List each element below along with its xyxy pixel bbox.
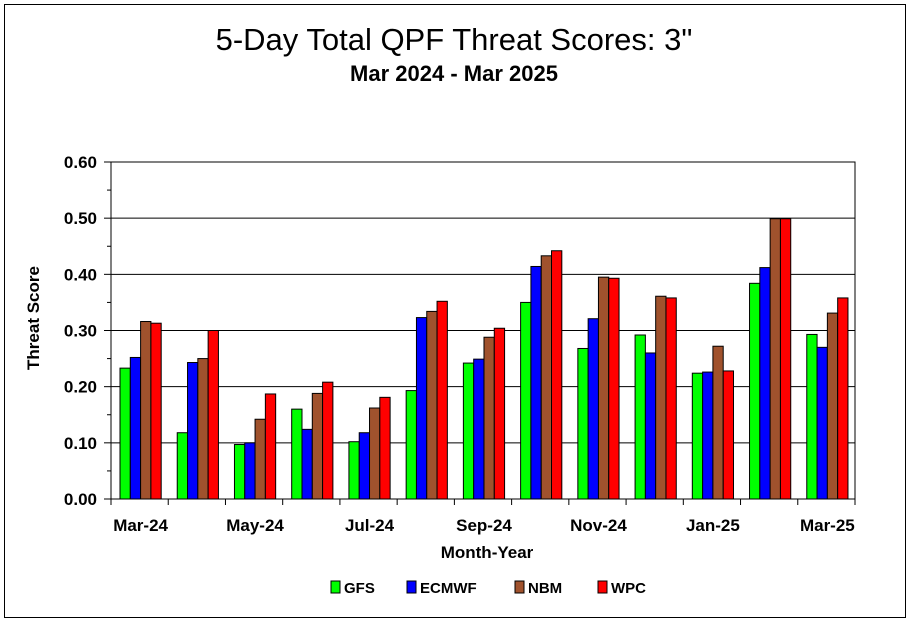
bar-ecmwf-may-24 xyxy=(244,442,256,500)
bar-ecmwf-sep-24 xyxy=(473,358,485,500)
bar-wpc-jun-24 xyxy=(322,381,334,500)
y-tick-label: 0.30 xyxy=(64,322,97,341)
bar-gfs-may-24 xyxy=(233,444,246,500)
bar-wpc-apr-24 xyxy=(207,330,219,500)
bar-gfs-jul-24 xyxy=(348,441,360,500)
legend-label-nbm: NBM xyxy=(528,580,562,597)
bar-ecmwf-aug-24 xyxy=(415,317,428,500)
x-axis-label: Month-Year xyxy=(441,543,534,562)
bar-wpc-feb-25 xyxy=(779,218,792,500)
bar-gfs-nov-24 xyxy=(577,347,589,500)
chart-title: 5-Day Total QPF Threat Scores: 3" xyxy=(216,22,693,57)
legend: GFS ECMWF NBM WPC xyxy=(330,580,646,597)
y-tick-label: 0.20 xyxy=(64,378,97,397)
bar-ecmwf-oct-24 xyxy=(530,265,542,500)
bar-ecmwf-nov-24 xyxy=(587,318,599,500)
x-tick-label: Jul-24 xyxy=(345,516,395,535)
legend-label-ecmwf: ECMWF xyxy=(420,580,477,597)
bar-nbm-oct-24 xyxy=(540,255,553,500)
bar-nbm-dec-24 xyxy=(655,295,667,500)
bar-nbm-mar-25 xyxy=(826,312,839,500)
bar-wpc-may-24 xyxy=(264,393,277,500)
bar-wpc-jan-25 xyxy=(722,370,735,500)
bar-wpc-aug-24 xyxy=(436,300,448,500)
chart-subtitle: Mar 2024 - Mar 2025 xyxy=(350,61,558,86)
bar-nbm-feb-25 xyxy=(769,218,781,500)
bar-wpc-mar-25 xyxy=(837,297,849,500)
bar-nbm-jul-24 xyxy=(369,407,381,500)
y-axis-label: Threat Score xyxy=(24,266,43,370)
bar-wpc-oct-24 xyxy=(551,250,563,500)
bar-ecmwf-dec-24 xyxy=(644,352,657,500)
bar-ecmwf-jan-25 xyxy=(702,371,714,500)
y-tick-label: 0.10 xyxy=(64,434,97,453)
bar-gfs-jan-25 xyxy=(691,372,704,500)
bar-gfs-apr-24 xyxy=(176,432,189,500)
x-tick-label: Mar-25 xyxy=(800,516,855,535)
bar-nbm-mar-24 xyxy=(140,321,152,500)
bar-nbm-apr-24 xyxy=(197,358,209,500)
x-tick-label: Nov-24 xyxy=(570,516,627,535)
axes: 0.00 0.10 0.20 0.30 0.40 0.50 0.60 Mar-24 May-24… xyxy=(64,153,856,535)
bar-gfs-jun-24 xyxy=(291,408,303,500)
bar-ecmwf-feb-25 xyxy=(759,267,771,500)
bar-gfs-mar-24 xyxy=(119,367,131,500)
bar-nbm-nov-24 xyxy=(597,276,610,500)
bar-wpc-nov-24 xyxy=(608,277,620,500)
bar-gfs-dec-24 xyxy=(634,334,646,500)
bar-gfs-sep-24 xyxy=(462,362,475,500)
legend-label-wpc: WPC xyxy=(611,580,646,597)
y-tick-label: 0.40 xyxy=(64,265,97,284)
x-tick-label: May-24 xyxy=(226,516,284,535)
bar-nbm-jun-24 xyxy=(311,392,324,500)
bar-gfs-mar-25 xyxy=(806,333,818,500)
y-tick-label: 0.50 xyxy=(64,209,97,228)
bar-gfs-oct-24 xyxy=(520,301,532,500)
bar-ecmwf-jul-24 xyxy=(358,432,371,500)
bar-ecmwf-mar-25 xyxy=(816,346,828,500)
y-tick-label: 0.60 xyxy=(64,153,97,172)
x-tick-label: Jan-25 xyxy=(686,516,740,535)
bar-ecmwf-jun-24 xyxy=(301,428,313,500)
bar-gfs-aug-24 xyxy=(405,390,417,500)
x-tick-label: Mar-24 xyxy=(113,516,168,535)
bar-wpc-dec-24 xyxy=(665,297,677,500)
bar-gfs-feb-25 xyxy=(749,282,761,500)
legend-swatch-ecmwf xyxy=(406,580,417,594)
bar-nbm-sep-24 xyxy=(483,336,495,500)
bars xyxy=(119,218,849,500)
bar-nbm-aug-24 xyxy=(426,310,438,500)
legend-swatch-nbm xyxy=(514,580,525,594)
plot-border xyxy=(110,161,856,500)
x-tick-label: Sep-24 xyxy=(456,516,512,535)
bar-wpc-jul-24 xyxy=(379,396,391,500)
bar-ecmwf-mar-24 xyxy=(129,356,142,500)
legend-swatch-wpc xyxy=(597,580,608,594)
bar-nbm-jan-25 xyxy=(712,345,724,500)
bar-ecmwf-apr-24 xyxy=(187,362,199,500)
bar-wpc-sep-24 xyxy=(493,327,506,500)
y-tick-label: 0.00 xyxy=(64,490,97,509)
bar-wpc-mar-24 xyxy=(150,322,162,500)
legend-label-gfs: GFS xyxy=(344,580,375,597)
legend-swatch-gfs xyxy=(330,580,341,594)
bar-nbm-may-24 xyxy=(254,418,266,500)
